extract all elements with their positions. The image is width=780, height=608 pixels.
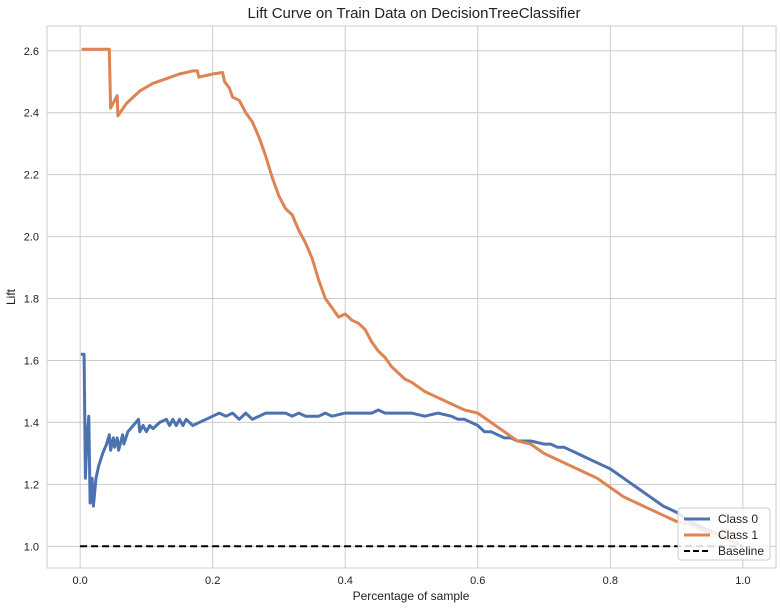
axis-ticks: 0.0 0.2 0.4 0.6 0.8 1.0 1.0 1.2 1.4 1.6 1.8 2.0 2.2 2… [24,46,751,587]
legend-label-class-1: Class 1 [718,528,758,542]
chart-title: Lift Curve on Train Data on DecisionTree… [248,5,581,22]
x-tick-label: 0.6 [470,575,485,587]
series-lines [80,47,744,548]
series-line-class-0 [80,352,744,548]
y-tick-label: 1.4 [24,417,39,429]
y-tick-label: 1.2 [24,479,39,491]
y-tick-label: 1.8 [24,294,39,306]
y-tick-label: 2.0 [24,232,39,244]
legend-box [677,507,771,561]
x-axis-label: Percentage of sample [353,589,470,603]
y-axis-label: Lift [4,288,18,305]
series-line-class-1 [81,47,744,548]
legend: Class 0 Class 1 Baseline [677,507,771,561]
x-tick-label: 0.4 [338,575,353,587]
x-tick-label: 0.0 [72,575,87,587]
y-tick-label: 1.0 [24,541,39,553]
legend-label-class-0: Class 0 [718,512,758,526]
x-tick-label: 1.0 [735,575,750,587]
legend-label-baseline: Baseline [718,544,764,558]
grid [47,26,776,568]
x-tick-label: 0.8 [603,575,618,587]
y-tick-label: 2.2 [24,170,39,182]
x-tick-label: 0.2 [205,575,220,587]
plot-area [46,25,777,569]
y-tick-label: 2.6 [24,46,39,58]
y-tick-label: 2.4 [24,108,39,120]
y-tick-label: 1.6 [24,355,39,367]
